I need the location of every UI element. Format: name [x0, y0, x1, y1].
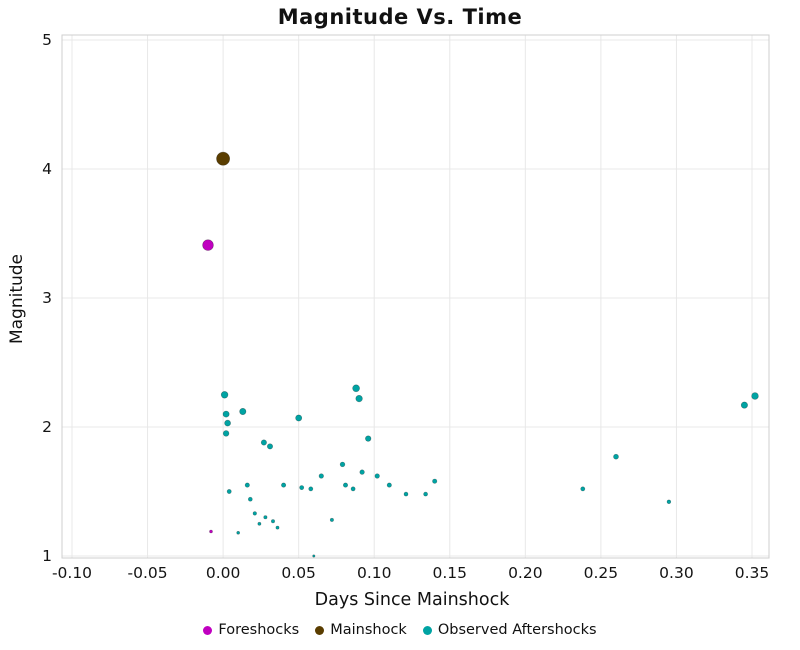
legend: Foreshocks Mainshock Observed Aftershock…	[0, 622, 800, 638]
foreshocks-marker-icon	[203, 625, 213, 635]
svg-text:0.15: 0.15	[433, 564, 468, 582]
svg-text:1: 1	[42, 547, 52, 565]
svg-text:4: 4	[42, 160, 52, 178]
aftershocks-marker-icon	[422, 625, 432, 635]
svg-text:0.25: 0.25	[584, 564, 619, 582]
legend-label-foreshocks: Foreshocks	[218, 622, 300, 638]
svg-text:0.05: 0.05	[281, 564, 316, 582]
legend-item-foreshocks: Foreshocks	[203, 622, 299, 638]
svg-text:0.35: 0.35	[735, 564, 770, 582]
svg-text:-0.10: -0.10	[52, 564, 92, 582]
mainshock-marker-icon	[315, 625, 325, 635]
legend-label-mainshock: Mainshock	[330, 622, 407, 638]
svg-text:0.10: 0.10	[357, 564, 392, 582]
svg-text:2: 2	[42, 418, 52, 436]
x-axis-label: Days Since Mainshock	[314, 590, 510, 610]
y-axis-label: Magnitude	[7, 253, 27, 345]
svg-text:0.20: 0.20	[508, 564, 543, 582]
svg-text:-0.05: -0.05	[128, 564, 168, 582]
svg-text:0.00: 0.00	[206, 564, 241, 582]
legend-item-mainshock: Mainshock	[315, 622, 407, 638]
chart-title: Magnitude Vs. Time	[277, 5, 523, 29]
svg-text:0.30: 0.30	[659, 564, 694, 582]
legend-item-aftershocks: Observed Aftershocks	[422, 622, 597, 638]
svg-text:5: 5	[42, 31, 52, 49]
svg-text:3: 3	[42, 289, 52, 307]
legend-label-aftershocks: Observed Aftershocks	[437, 622, 597, 638]
